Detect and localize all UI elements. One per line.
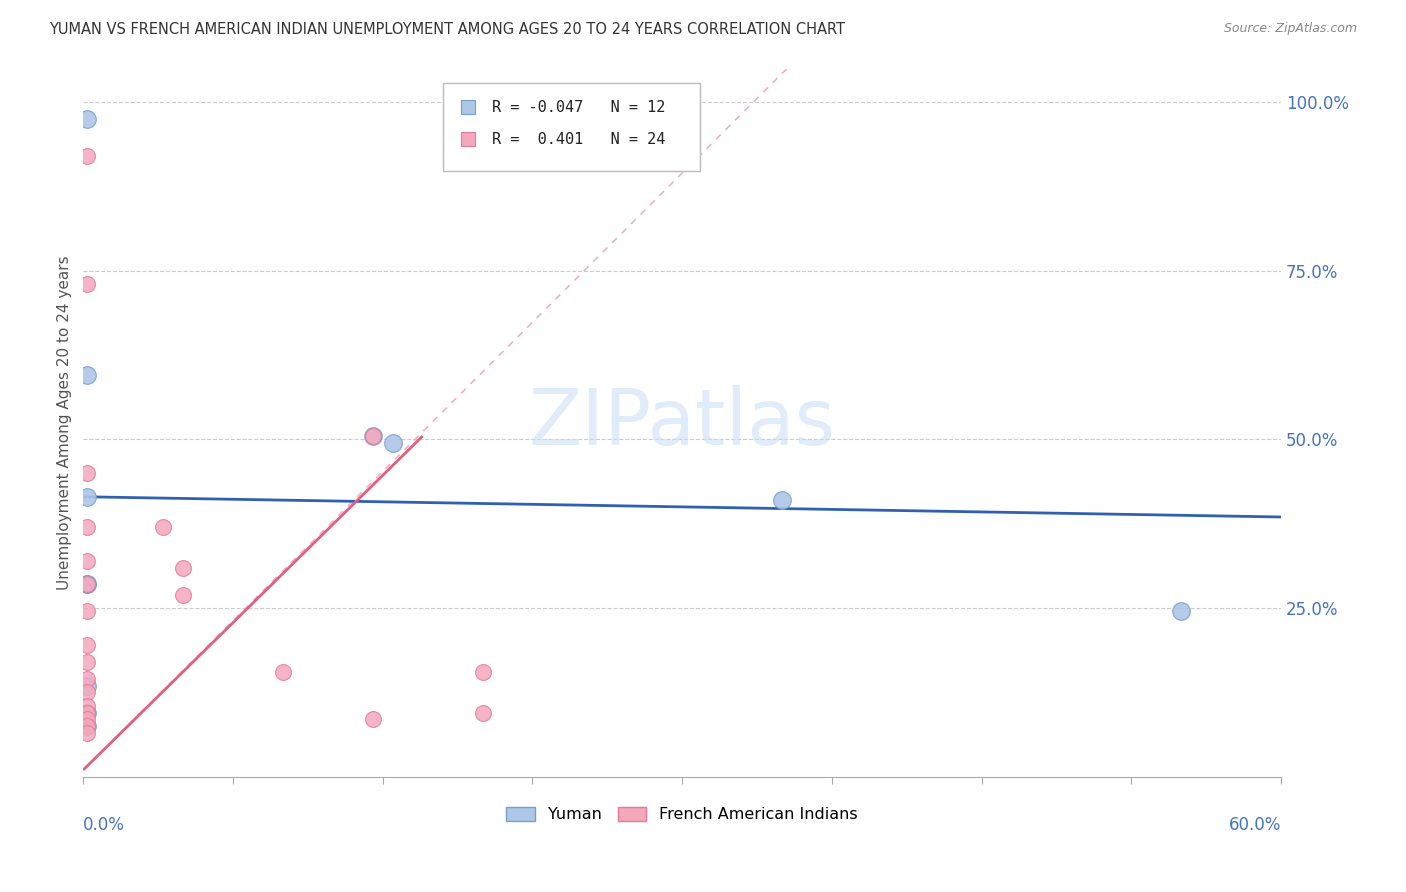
Point	[76, 520, 98, 534]
Point	[76, 466, 98, 480]
Point	[152, 520, 174, 534]
Point	[76, 149, 98, 163]
Text: 0.0%: 0.0%	[83, 815, 125, 833]
Text: 60.0%: 60.0%	[1229, 815, 1281, 833]
Point	[76, 719, 98, 733]
Text: YUMAN VS FRENCH AMERICAN INDIAN UNEMPLOYMENT AMONG AGES 20 TO 24 YEARS CORRELATI: YUMAN VS FRENCH AMERICAN INDIAN UNEMPLOY…	[49, 22, 845, 37]
Point	[76, 638, 98, 652]
Legend: Yuman, French American Indians: Yuman, French American Indians	[501, 800, 865, 829]
Point	[76, 490, 98, 504]
Point	[361, 712, 384, 726]
Point	[471, 665, 494, 679]
Point	[770, 493, 793, 508]
Point	[76, 719, 98, 733]
Point	[713, 132, 735, 146]
Point	[172, 560, 194, 574]
Y-axis label: Unemployment Among Ages 20 to 24 years: Unemployment Among Ages 20 to 24 years	[58, 255, 72, 590]
Point	[1170, 604, 1192, 618]
Point	[381, 435, 404, 450]
Point	[76, 712, 98, 726]
Point	[76, 726, 98, 740]
Text: ZIPatlas: ZIPatlas	[529, 384, 835, 460]
Point	[76, 368, 98, 383]
Point	[471, 706, 494, 720]
Point	[76, 112, 98, 127]
Point	[76, 604, 98, 618]
Point	[76, 706, 98, 720]
Point	[361, 429, 384, 443]
Point	[76, 577, 98, 591]
Point	[76, 685, 98, 699]
Point	[76, 672, 98, 686]
FancyBboxPatch shape	[443, 83, 700, 171]
Point	[713, 162, 735, 177]
Point	[76, 698, 98, 713]
Point	[172, 588, 194, 602]
Point	[76, 679, 98, 693]
Point	[76, 577, 98, 591]
Point	[76, 554, 98, 568]
Point	[76, 277, 98, 292]
Point	[361, 429, 384, 443]
Text: R = -0.047   N = 12: R = -0.047 N = 12	[492, 100, 665, 115]
Text: R =  0.401   N = 24: R = 0.401 N = 24	[492, 132, 665, 147]
Text: Source: ZipAtlas.com: Source: ZipAtlas.com	[1223, 22, 1357, 36]
Point	[76, 577, 98, 591]
Point	[271, 665, 294, 679]
Point	[76, 655, 98, 669]
Point	[76, 706, 98, 720]
